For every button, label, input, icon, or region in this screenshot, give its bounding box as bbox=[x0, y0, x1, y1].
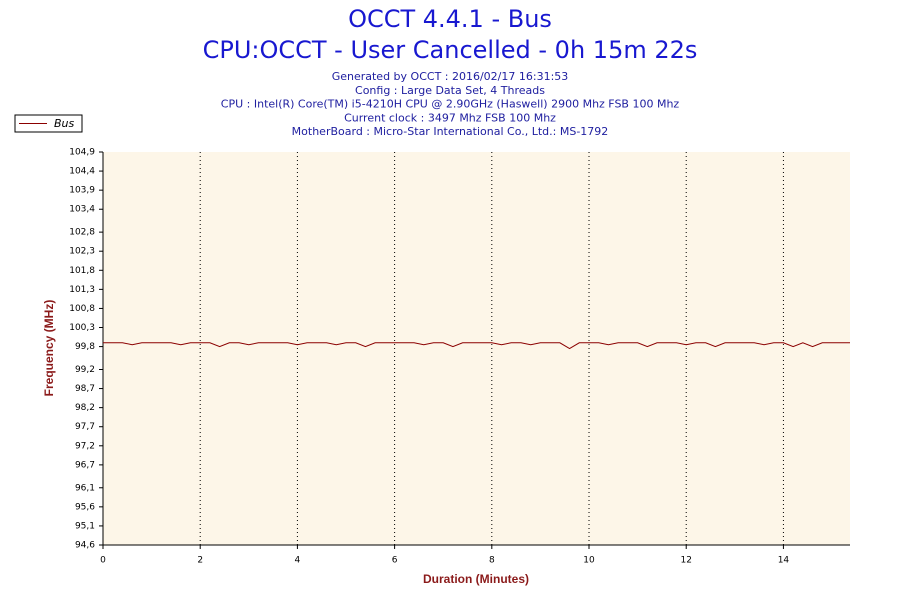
y-tick-label: 95,1 bbox=[75, 521, 95, 531]
y-tick-label: 104,4 bbox=[69, 167, 95, 177]
y-tick-label: 102,8 bbox=[69, 228, 95, 238]
x-tick-label: 8 bbox=[489, 556, 495, 566]
y-tick-label: 100,8 bbox=[69, 304, 95, 314]
chart-title: OCCT 4.4.1 - Bus bbox=[348, 5, 552, 33]
x-tick-label: 4 bbox=[295, 556, 301, 566]
x-tick-label: 6 bbox=[392, 556, 398, 566]
y-tick-label: 96,1 bbox=[75, 483, 95, 493]
x-tick-label: 12 bbox=[680, 556, 691, 566]
y-tick-label: 97,7 bbox=[75, 422, 95, 432]
legend-box bbox=[14, 114, 83, 133]
y-tick-label: 103,9 bbox=[69, 186, 95, 196]
y-tick-label: 96,7 bbox=[75, 460, 95, 470]
y-tick-label: 98,7 bbox=[75, 384, 95, 394]
series-line bbox=[103, 342, 850, 350]
y-tick-label: 98,2 bbox=[75, 403, 95, 413]
y-tick-label: 99,2 bbox=[75, 365, 95, 375]
y-tick-label: 97,2 bbox=[75, 441, 95, 451]
y-tick-label: 94,6 bbox=[75, 541, 95, 551]
y-axis-label: Frequency (MHz) bbox=[42, 300, 56, 397]
y-tick-label: 102,3 bbox=[69, 247, 95, 257]
y-tick-label: 104,9 bbox=[69, 148, 95, 158]
x-tick-label: 14 bbox=[778, 556, 790, 566]
y-tick-label: 99,8 bbox=[75, 342, 95, 352]
annotation: Config : Large Data Set, 4 Threads bbox=[355, 84, 545, 97]
legend-label: Bus bbox=[54, 117, 75, 130]
y-tick-label: 103,4 bbox=[69, 205, 95, 215]
y-tick-label: 101,8 bbox=[69, 266, 95, 276]
annotation: CPU : Intel(R) Core(TM) i5-4210H CPU @ 2… bbox=[221, 98, 680, 111]
plot-area bbox=[103, 152, 850, 545]
x-axis-label: Duration (Minutes) bbox=[423, 572, 529, 586]
x-tick-label: 2 bbox=[197, 556, 203, 566]
y-tick-label: 100,3 bbox=[69, 323, 95, 333]
chart-subtitle: CPU:OCCT - User Cancelled - 0h 15m 22s bbox=[203, 36, 698, 64]
y-tick-label: 101,3 bbox=[69, 285, 95, 295]
y-tick-label: 95,6 bbox=[75, 502, 95, 512]
annotation: Current clock : 3497 Mhz FSB 100 Mhz bbox=[344, 111, 556, 124]
annotation: MotherBoard : Micro-Star International C… bbox=[292, 125, 609, 138]
x-tick-label: 0 bbox=[100, 556, 106, 566]
x-tick-label: 10 bbox=[583, 556, 595, 566]
annotation: Generated by OCCT : 2016/02/17 16:31:53 bbox=[332, 70, 569, 83]
